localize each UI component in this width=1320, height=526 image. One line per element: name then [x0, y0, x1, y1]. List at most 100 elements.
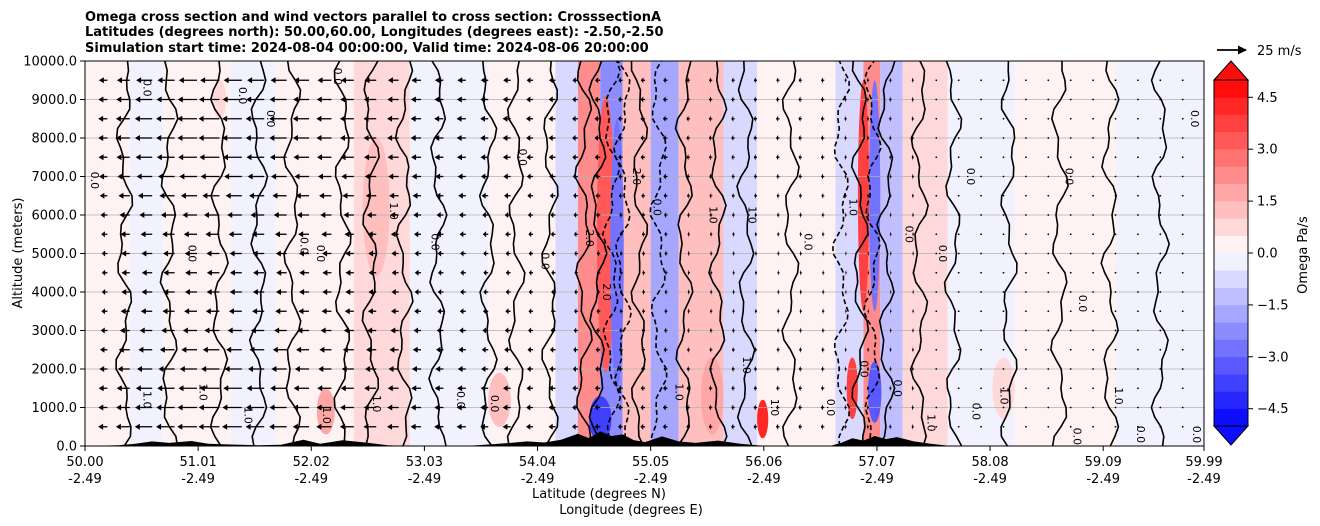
- wind-vector: [1114, 406, 1117, 409]
- wind-vector: [339, 115, 354, 122]
- wind-vector-head: [822, 289, 824, 295]
- wind-vector: [867, 308, 870, 315]
- contour-label: 0.0: [964, 168, 977, 186]
- wind-vector-head: [458, 212, 464, 218]
- wind-vector: [363, 115, 377, 122]
- wind-vector-head: [731, 366, 734, 372]
- wind-vector-head: [101, 308, 105, 315]
- wind-vector: [269, 96, 287, 103]
- wind-vector: [1137, 214, 1139, 216]
- wind-vector: [822, 269, 825, 276]
- wind-vector-head: [298, 250, 304, 257]
- wind-vector-head: [686, 404, 689, 411]
- wind-vector-head: [229, 269, 235, 276]
- omega-cell: [316, 388, 335, 435]
- wind-vector: [1181, 137, 1184, 139]
- wind-vector: [980, 194, 982, 197]
- wind-vector-head: [502, 154, 508, 161]
- wind-vector-head: [798, 96, 801, 103]
- wind-vector: [574, 250, 578, 257]
- wind-vector-head: [83, 424, 84, 430]
- wind-vector: [753, 115, 758, 122]
- wind-vector: [618, 96, 623, 103]
- wind-vector: [549, 77, 556, 84]
- wind-vector: [390, 231, 399, 238]
- wind-vector-head: [595, 173, 599, 180]
- wind-vector: [642, 289, 646, 295]
- wind-vector: [574, 269, 578, 276]
- wind-vector-head: [775, 423, 779, 430]
- wind-vector: [732, 327, 735, 334]
- wind-vector: [1002, 117, 1005, 120]
- wind-vector-head: [708, 385, 711, 392]
- wind-vector: [686, 423, 690, 430]
- wind-vector-head: [867, 289, 869, 295]
- wind-vector: [101, 231, 108, 238]
- wind-vector: [957, 425, 960, 428]
- wind-vector: [480, 385, 489, 392]
- wind-vector: [163, 250, 175, 257]
- wind-vector-head: [120, 231, 126, 238]
- wind-vector-head: [594, 404, 598, 411]
- wind-vector-head: [548, 423, 553, 430]
- wind-vector: [799, 231, 802, 238]
- wind-vector-head: [889, 173, 891, 180]
- wind-vector-head: [528, 269, 532, 276]
- wind-vector: [844, 77, 847, 84]
- wind-vector: [889, 366, 892, 372]
- wind-vector: [388, 173, 399, 180]
- omega-cell: [362, 138, 390, 277]
- wind-vector: [641, 346, 646, 353]
- wind-vector: [504, 327, 511, 334]
- wind-vector: [957, 271, 960, 274]
- wind-vector-head: [912, 212, 914, 218]
- wind-vector: [410, 404, 422, 411]
- wind-vector: [1159, 79, 1162, 82]
- contour-line: [649, 61, 668, 446]
- wind-vector: [198, 115, 220, 122]
- wind-vector: [502, 154, 511, 161]
- wind-vector: [709, 173, 713, 180]
- wind-vector-head: [115, 115, 121, 122]
- wind-vector-head: [203, 212, 209, 218]
- wind-vector: [777, 308, 780, 315]
- wind-vector-head: [222, 423, 228, 430]
- wind-vector-head: [388, 366, 394, 372]
- wind-vector: [457, 77, 466, 84]
- wind-vector: [619, 250, 623, 257]
- wind-vector-head: [100, 212, 105, 218]
- wind-vector: [458, 346, 466, 353]
- wind-vector: [483, 269, 489, 276]
- wind-vector-head: [845, 289, 847, 295]
- wind-vector: [1159, 214, 1162, 216]
- wind-vector: [911, 423, 914, 430]
- wind-vector-head: [252, 289, 258, 295]
- wind-vector: [458, 212, 466, 218]
- wind-vector: [911, 154, 914, 161]
- contour-label: 0.0: [1188, 110, 1201, 128]
- wind-vector: [1114, 291, 1117, 293]
- wind-vector: [618, 192, 623, 199]
- wind-vector: [1025, 291, 1027, 293]
- wind-vector: [912, 327, 914, 334]
- wind-vector: [980, 98, 982, 101]
- wind-vector: [1047, 310, 1050, 313]
- wind-vector: [1114, 329, 1117, 332]
- wind-vector: [1002, 214, 1005, 216]
- wind-vector: [980, 271, 982, 274]
- wind-vector: [1025, 387, 1027, 390]
- wind-vector-head: [548, 96, 553, 103]
- wind-vector: [228, 231, 242, 238]
- wind-vector: [1092, 194, 1095, 197]
- wind-vector: [298, 250, 310, 257]
- wind-vector: [1137, 117, 1139, 120]
- wind-vector-head: [526, 366, 531, 372]
- wind-vector: [687, 231, 690, 238]
- x-tick-label-longitude: -2.49: [521, 472, 555, 487]
- wind-vectors: [83, 77, 1184, 430]
- wind-vector: [935, 98, 938, 101]
- wind-vector: [1159, 310, 1162, 313]
- wind-vector: [664, 231, 668, 238]
- wind-vector: [574, 308, 578, 315]
- wind-vector: [98, 96, 108, 103]
